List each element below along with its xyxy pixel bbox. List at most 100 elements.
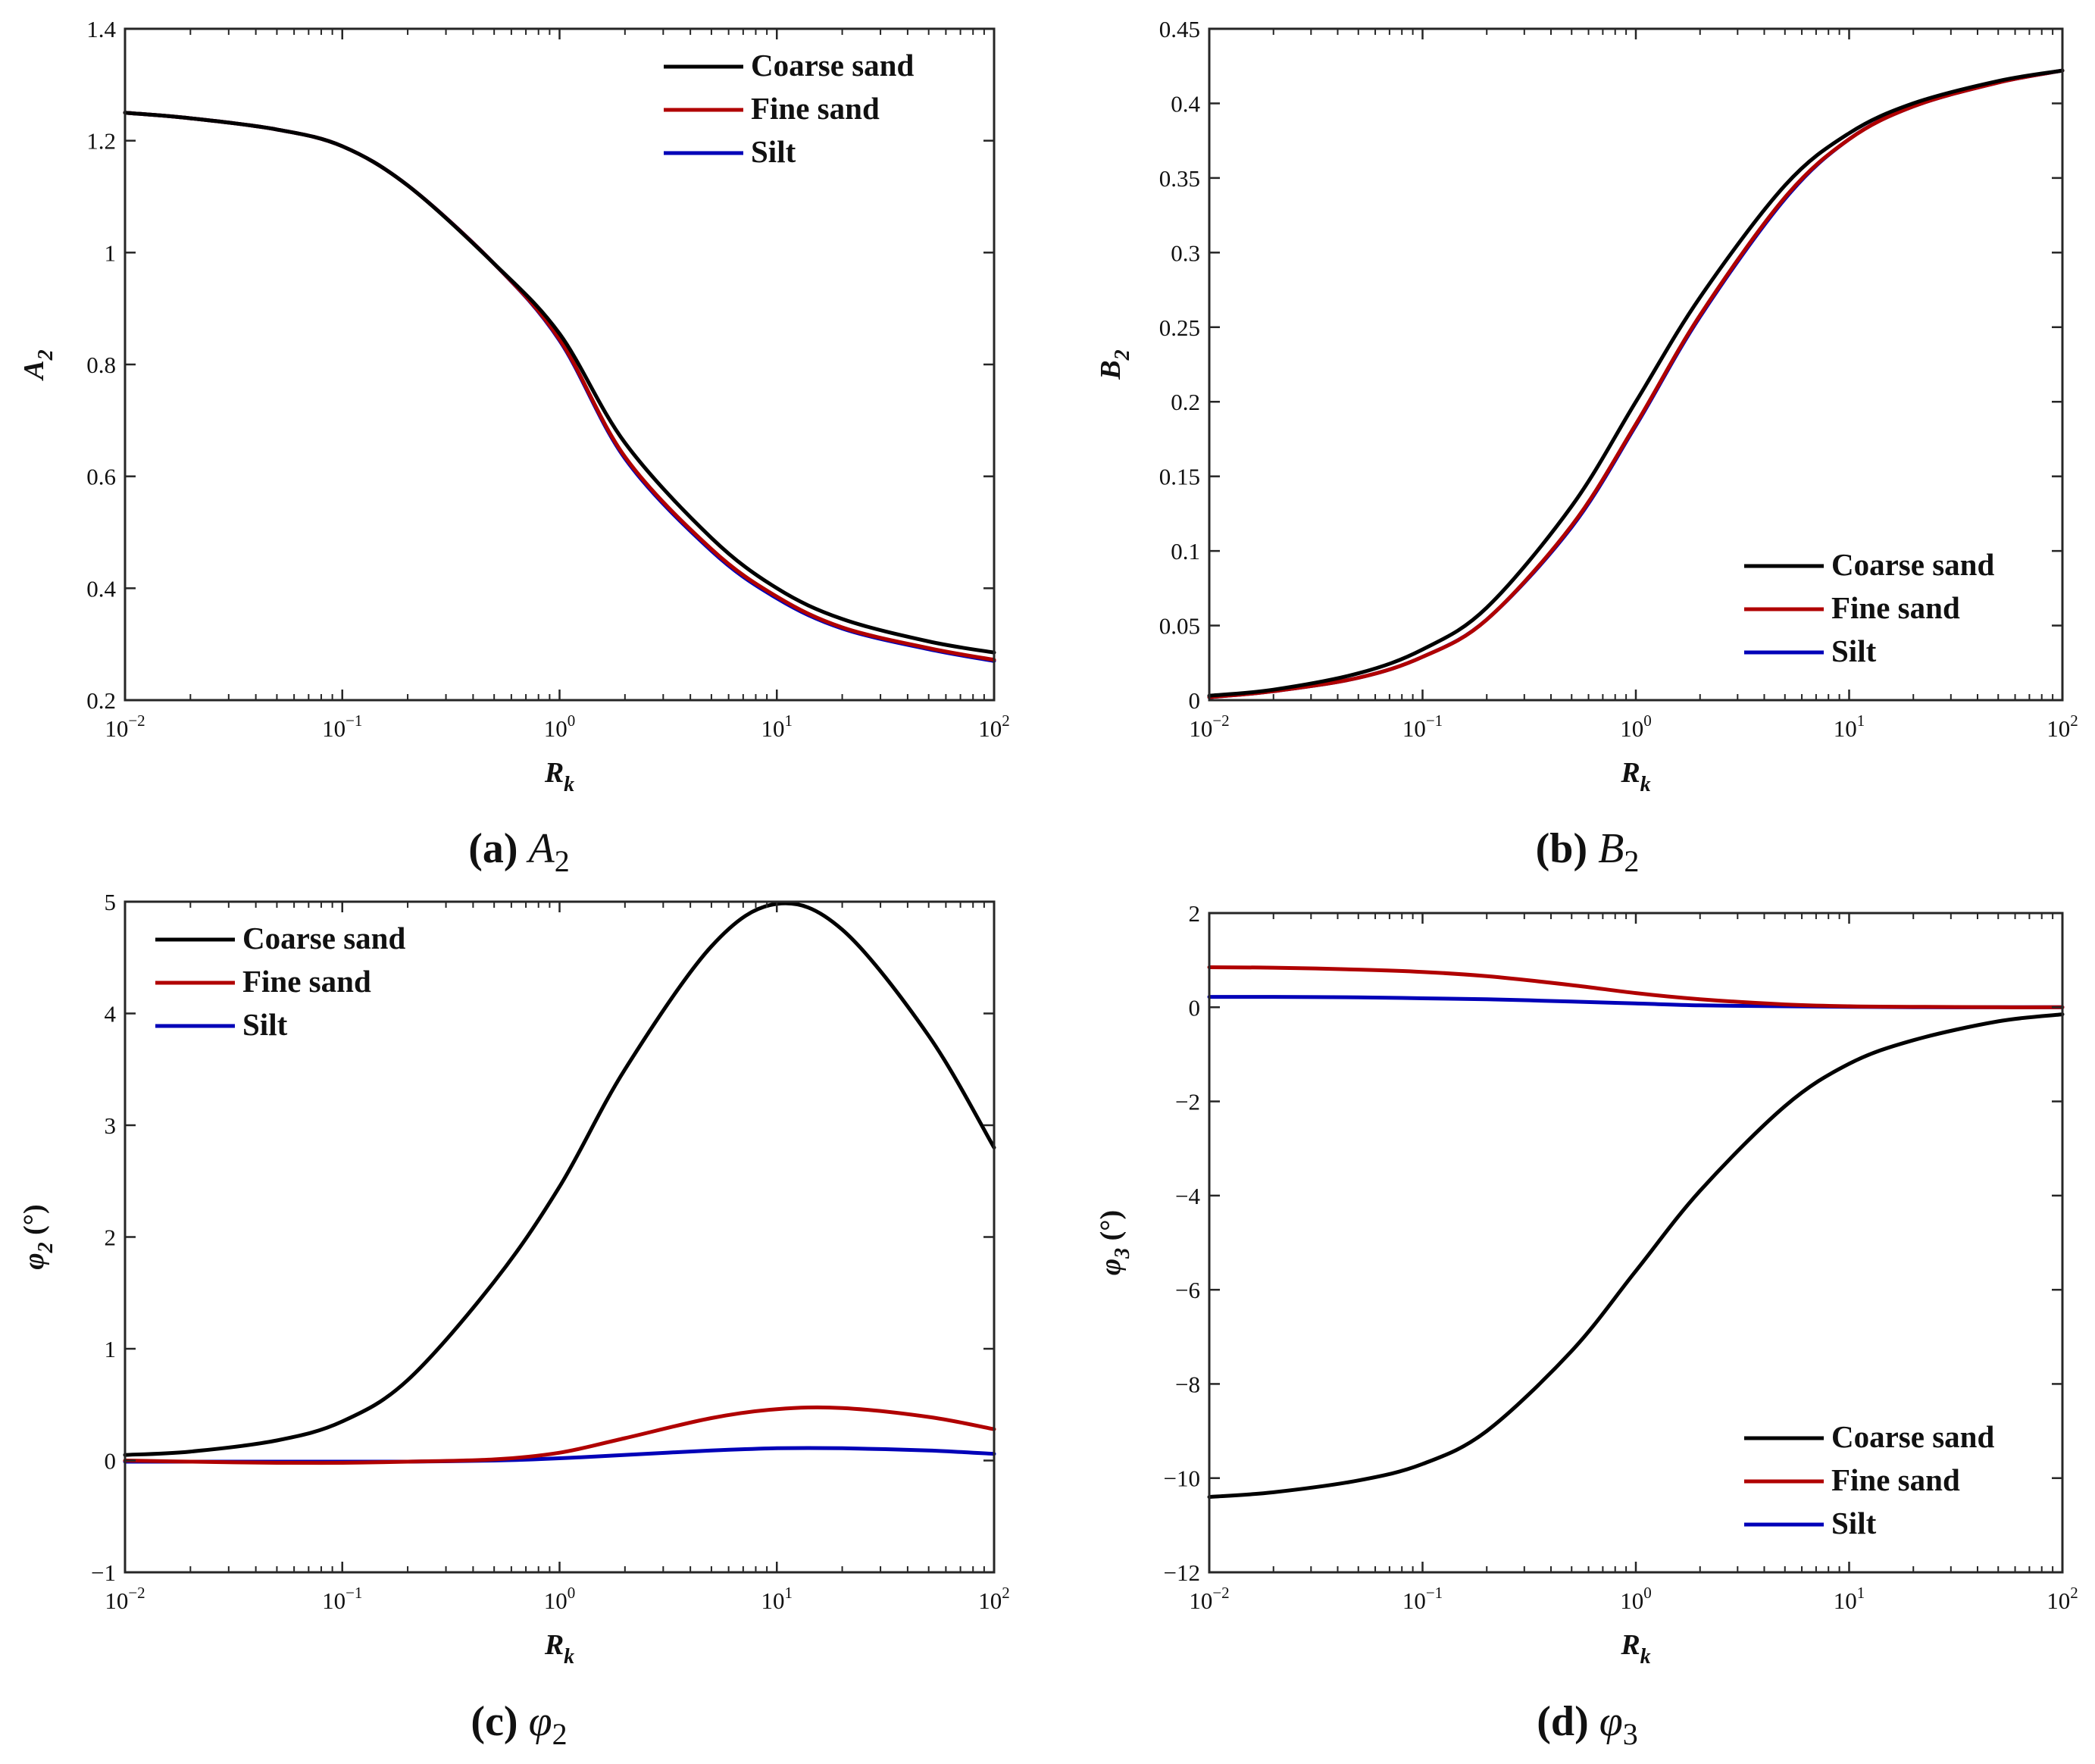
y-tick-label: 1 [105,239,117,266]
legend-label: Fine sand [242,964,371,999]
y-axis-label: φ2 (°) [18,1204,58,1269]
legend: Coarse sand Fine sand Silt [1744,1419,1994,1540]
x-tick-label: 10−2 [1189,1584,1229,1614]
y-tick-label: 0.4 [1171,90,1200,117]
legend-label: Fine sand [1831,1462,1960,1497]
legend: Coarse sand Fine sand Silt [155,921,405,1042]
legend-label: Silt [1831,1506,1877,1540]
y-axis-label: φ3 (°) [1095,1210,1134,1275]
x-tick-label: 100 [544,1584,576,1614]
x-tick-label: 10−1 [322,1584,362,1614]
series-line-coarse-sand [123,111,996,655]
x-tick-label: 101 [761,1584,793,1614]
y-tick-label: 0.2 [86,687,116,714]
x-tick-label: 10−2 [105,1584,145,1614]
y-tick-label: 0.3 [1171,239,1200,266]
y-tick-label: 0 [1189,687,1201,714]
y-tick-label: 0.45 [1159,16,1200,42]
x-tick-label: 10−1 [1402,712,1443,742]
series-line-fine-sand [123,111,996,662]
panel-caption: (a) A2 [468,825,570,878]
legend-label: Coarse sand [751,48,914,83]
y-axis-label: A2 [18,349,58,380]
y-tick-label: 1.2 [86,128,116,155]
y-tick-label: 0 [105,1448,117,1475]
series-group [1207,68,2065,699]
series-line-coarse-sand [1207,1012,2065,1500]
y-tick-label: −1 [91,1559,116,1586]
legend-label: Silt [242,1007,288,1042]
y-tick-label: 0.35 [1159,165,1200,192]
y-tick-label: 2 [1189,900,1201,927]
x-axis-label: Rk [1620,1629,1650,1669]
series-group [123,901,996,1465]
x-tick-label: 100 [1620,712,1652,742]
y-tick-label: −6 [1175,1277,1200,1303]
x-tick-label: 102 [978,712,1010,742]
y-tick-label: 1 [105,1336,117,1362]
series-group [123,111,996,663]
axes-frame [124,900,996,1574]
y-tick-label: 0 [1189,994,1201,1021]
y-tick-label: 4 [105,1001,117,1027]
series-line-fine-sand [1207,965,2065,1009]
x-axis-label: Rk [544,1629,574,1669]
y-tick-label: 0.05 [1159,613,1200,640]
panel-caption: (d) φ3 [1537,1698,1637,1751]
legend-label: Coarse sand [1831,1419,1994,1454]
x-tick-label: 102 [978,1584,1010,1614]
x-tick-label: 102 [2047,1584,2078,1614]
series-line-silt [123,111,996,663]
x-tick-label: 101 [761,712,793,742]
y-tick-label: −10 [1164,1465,1200,1492]
y-tick-label: 0.25 [1159,314,1200,341]
legend-label: Silt [1831,633,1877,668]
panel-caption: (b) B2 [1536,825,1640,878]
series-line-coarse-sand [1207,68,2065,698]
legend-label: Silt [751,134,796,169]
y-tick-label: 0.6 [86,464,116,490]
x-tick-label: 102 [2047,712,2078,742]
legend: Coarse sand Fine sand Silt [664,48,914,169]
y-tick-label: −12 [1164,1559,1200,1586]
y-tick-label: 0.2 [1171,389,1200,415]
series-line-fine-sand [1207,68,2065,699]
x-tick-label: 100 [1620,1584,1652,1614]
legend-label: Coarse sand [1831,547,1994,582]
axes-frame [124,27,996,702]
x-axis-label: Rk [544,757,574,796]
x-tick-label: 101 [1834,712,1865,742]
y-tick-label: 1.4 [86,16,116,42]
x-tick-label: 10−2 [1189,712,1229,742]
panel-b: 10−2 10−1 100 101 102 0 0.05 0.1 0.15 0.2 0.25 0.3 0… [1095,16,2078,878]
panel-d: 10−2 10−1 100 101 102 −12 −10 −8 −6 −4 −2 0 2 Rk φ3 (°… [1095,900,2078,1751]
panel-a: 10−2 10−1 100 101 102 0.2 0.4 0.6 0.8 1 1.2 1.4 Rk A2… [18,16,1010,878]
legend-label: Coarse sand [242,921,405,956]
y-tick-label: 3 [105,1112,117,1139]
x-tick-label: 10−1 [322,712,362,742]
y-tick-label: 5 [105,889,117,915]
y-tick-label: −4 [1175,1183,1200,1209]
y-tick-label: 0.1 [1171,538,1200,565]
legend-label: Fine sand [751,91,880,126]
y-tick-label: 0.8 [86,352,116,378]
x-tick-label: 101 [1834,1584,1865,1614]
y-axis-label: B2 [1095,349,1134,380]
x-tick-label: 10−2 [105,712,145,742]
x-tick-label: 100 [544,712,576,742]
series-group [1207,965,2065,1500]
y-tick-label: 0.15 [1159,464,1200,490]
series-line-fine-sand [123,1405,996,1465]
panel-caption: (c) φ2 [471,1698,567,1751]
y-tick-label: 0.4 [86,575,116,602]
series-line-coarse-sand [123,901,996,1457]
y-tick-label: −2 [1175,1089,1200,1115]
y-tick-label: −8 [1175,1371,1200,1397]
panel-c: 10−2 10−1 100 101 102 −1 0 1 2 3 4 5 Rk φ2 (°) Coarse … [18,889,1010,1751]
x-axis-label: Rk [1620,757,1650,796]
x-tick-label: 10−1 [1402,1584,1443,1614]
legend: Coarse sand Fine sand Silt [1744,547,1994,668]
y-tick-label: 2 [105,1224,117,1251]
series-line-silt [123,1446,996,1464]
